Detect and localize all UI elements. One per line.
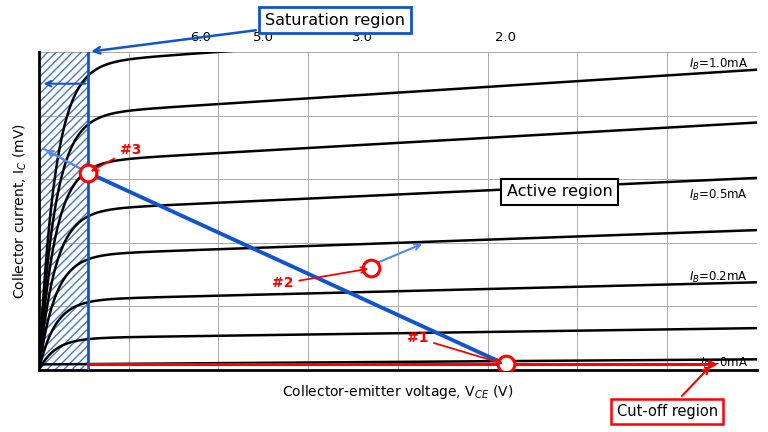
Text: #1: #1 — [407, 331, 501, 364]
Text: $I_B$=1.0mA: $I_B$=1.0mA — [689, 57, 748, 72]
Text: 3.0: 3.0 — [352, 31, 372, 44]
Text: $I_B$=0mA: $I_B$=0mA — [700, 356, 748, 372]
Y-axis label: Collector current, I$_C$ (mV): Collector current, I$_C$ (mV) — [11, 123, 28, 299]
Text: 6.0: 6.0 — [190, 31, 211, 44]
Text: #3: #3 — [92, 143, 141, 171]
X-axis label: Collector-emitter voltage, V$_{CE}$ (V): Collector-emitter voltage, V$_{CE}$ (V) — [283, 383, 514, 401]
Text: $I_B$=0.2mA: $I_B$=0.2mA — [690, 270, 748, 286]
Text: #2: #2 — [273, 267, 366, 290]
Text: Cut-off region: Cut-off region — [617, 368, 718, 419]
Text: Active region: Active region — [507, 184, 612, 200]
Text: 5.0: 5.0 — [253, 31, 273, 44]
Text: Saturation region: Saturation region — [94, 13, 405, 54]
Text: 2.0: 2.0 — [495, 31, 516, 44]
Text: $I_B$=0.5mA: $I_B$=0.5mA — [689, 187, 748, 203]
Bar — [39, 52, 88, 370]
